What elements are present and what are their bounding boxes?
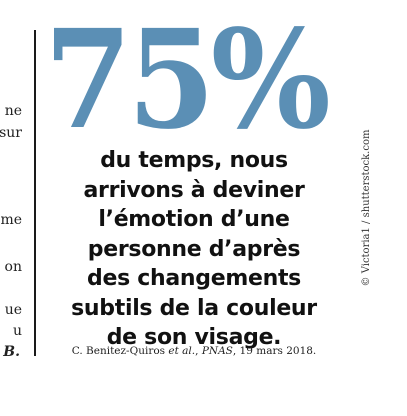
quote-line: des changements — [87, 266, 301, 291]
citation-authors: C. Benitez-Quiros — [71, 345, 166, 357]
text-fragment: sur — [0, 125, 22, 141]
quote-line: de son visage. — [106, 325, 282, 350]
left-text-column: ne sur me on ue u B. — [0, 0, 34, 416]
photo-credit: © Victoria1 / shutterstock.com — [361, 129, 372, 287]
quote-line: l’émotion d’une — [98, 207, 290, 232]
quote-line: arrivons à deviner — [83, 177, 305, 203]
pull-quote: du temps, nous arrivons à deviner l’émot… — [42, 146, 346, 353]
citation-date: 19 mars 2018. — [239, 345, 317, 357]
citation: C. Benitez-Quiros et al., PNAS, 19 mars … — [71, 345, 317, 357]
column-divider — [34, 30, 36, 356]
citation-journal: PNAS — [201, 345, 233, 357]
text-fragment: ne — [4, 103, 22, 119]
text-fragment: on — [4, 259, 22, 275]
quote-line: du temps, nous — [100, 148, 288, 173]
percentage-figure: 75% — [44, 0, 331, 160]
quote-line: personne d’après — [87, 236, 301, 262]
citation-etal: et al. — [168, 345, 196, 357]
text-fragment: u — [12, 323, 22, 339]
text-fragment: B. — [3, 344, 20, 360]
text-fragment: ue — [4, 302, 22, 318]
quote-line: subtils de la couleur — [71, 295, 317, 321]
text-fragment: me — [0, 212, 22, 228]
